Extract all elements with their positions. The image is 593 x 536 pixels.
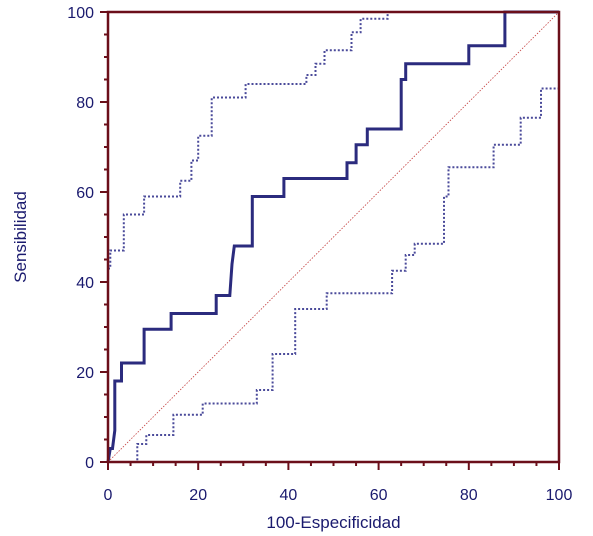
x-tick-label: 60 (370, 487, 388, 504)
series-ci-upper (108, 11, 559, 270)
axis-ticks (100, 11, 560, 470)
x-tick-labels: 0 20 40 60 80 100 (104, 487, 573, 504)
series-ci-lower (135, 12, 560, 463)
y-tick-label: 80 (76, 95, 94, 112)
x-tick-label: 80 (460, 487, 478, 504)
y-tick-label: 20 (76, 365, 94, 382)
x-axis-title: 100-Especificidad (266, 513, 400, 532)
series-diagonal (107, 11, 560, 463)
x-tick-label: 0 (104, 487, 113, 504)
y-tick-label: 100 (67, 5, 94, 22)
plot-marks (106, 10, 560, 463)
y-tick-label: 40 (76, 275, 94, 292)
x-tick-label: 20 (189, 487, 207, 504)
y-tick-labels: 0 20 40 60 80 100 (67, 5, 94, 472)
x-tick-label: 40 (280, 487, 298, 504)
x-tick-label: 100 (546, 487, 573, 504)
y-tick-label: 60 (76, 185, 94, 202)
y-tick-label: 0 (85, 455, 94, 472)
y-axis-title: Sensibilidad (11, 191, 30, 283)
series-roc (106, 10, 559, 463)
